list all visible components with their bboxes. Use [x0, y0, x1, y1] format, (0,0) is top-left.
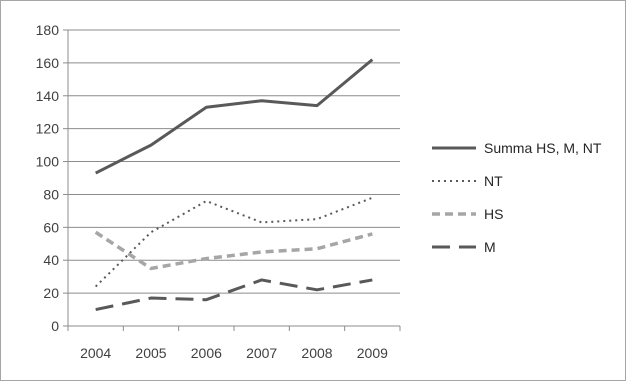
y-tick-label: 20 — [43, 285, 59, 301]
legend-label: NT — [484, 173, 503, 189]
x-tick-label: 2004 — [80, 345, 111, 361]
x-tick-label: 2005 — [135, 345, 166, 361]
legend-label: HS — [484, 206, 503, 222]
y-tick-label: 140 — [36, 88, 60, 104]
y-tick-label: 100 — [36, 154, 60, 170]
series-line-nt — [94, 196, 373, 288]
x-tick-label: 2009 — [357, 345, 388, 361]
y-tick-label: 40 — [43, 252, 59, 268]
legend-label: Summa HS, M, NT — [484, 140, 602, 156]
y-tick-label: 60 — [43, 219, 59, 235]
gridlines — [68, 29, 400, 294]
legend: Summa HS, M, NT NT HS M — [432, 140, 602, 255]
series-line-hs — [94, 230, 373, 271]
y-tick-label: 180 — [36, 22, 60, 38]
series-line-summa-hs-m-nt — [94, 58, 374, 175]
x-tick-label: 2008 — [301, 345, 332, 361]
y-tick-label: 80 — [43, 186, 59, 202]
x-tick-label: 2007 — [246, 345, 277, 361]
y-tick-label: 120 — [36, 121, 60, 137]
series-line-m — [95, 278, 373, 312]
legend-label: M — [484, 239, 496, 255]
y-tick-label: 160 — [36, 55, 60, 71]
series-lines — [94, 58, 374, 312]
axes: 0 20 40 60 80 100 120 140 160 180 2004 2005 2006 2007… — [36, 22, 401, 361]
y-tick-label: 0 — [51, 318, 59, 334]
x-tick-label: 2006 — [191, 345, 222, 361]
